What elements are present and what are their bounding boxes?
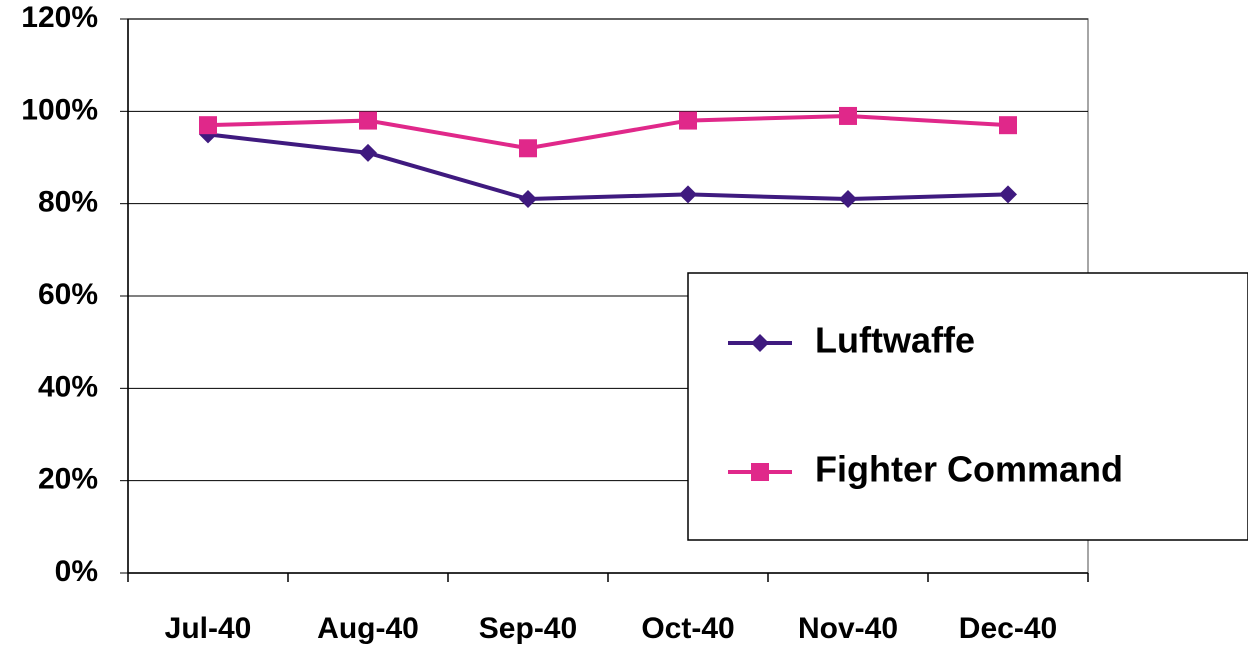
legend-marker — [751, 463, 769, 481]
y-tick-label: 0% — [55, 555, 98, 588]
y-tick-label: 40% — [38, 370, 98, 403]
legend-label: Fighter Command — [815, 449, 1123, 490]
data-point — [359, 143, 377, 162]
x-tick-label: Nov-40 — [798, 612, 898, 645]
data-point — [679, 111, 697, 130]
legend-box — [687, 272, 1248, 541]
x-tick-label: Oct-40 — [641, 612, 734, 645]
series-line — [207, 132, 1009, 202]
data-point — [519, 139, 537, 158]
data-point — [359, 111, 377, 130]
y-tick-label: 100% — [21, 93, 98, 126]
y-tick-label: 80% — [38, 186, 98, 219]
data-point — [999, 185, 1017, 204]
data-point — [199, 116, 217, 135]
data-point — [999, 116, 1017, 135]
x-tick-label: Sep-40 — [479, 612, 577, 645]
legend-marker — [751, 334, 769, 352]
y-tick-label: 20% — [38, 463, 98, 496]
y-tick-label: 60% — [38, 278, 98, 311]
legend-label: Luftwaffe — [815, 320, 975, 361]
x-tick-label: Aug-40 — [317, 612, 419, 645]
data-point — [679, 185, 697, 204]
x-tick-label: Jul-40 — [165, 612, 252, 645]
data-point — [519, 190, 537, 209]
y-tick-label: 120% — [21, 1, 98, 34]
data-point — [839, 106, 857, 125]
data-point — [839, 190, 857, 209]
x-tick-label: Dec-40 — [959, 612, 1057, 645]
series-line — [207, 113, 1009, 151]
